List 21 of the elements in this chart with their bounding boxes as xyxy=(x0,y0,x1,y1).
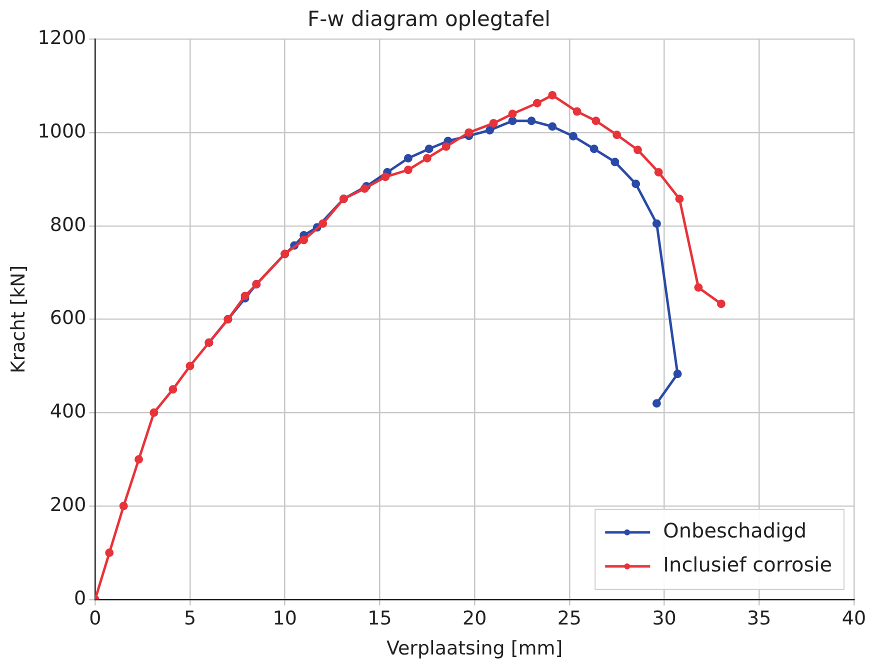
chart-title: F-w diagram oplegtafel xyxy=(307,7,551,32)
y-tick-label: 0 xyxy=(74,587,86,610)
y-tick-label: 200 xyxy=(50,494,86,516)
legend-label: Onbeschadigd xyxy=(663,518,807,543)
x-tick-label: 10 xyxy=(272,608,297,630)
y-tick-label: 1200 xyxy=(38,27,86,50)
x-tick-label: 25 xyxy=(557,608,582,630)
x-tick-label: 20 xyxy=(462,608,487,630)
x-tick-label: 15 xyxy=(368,608,392,630)
y-tick-label: 600 xyxy=(50,307,86,330)
x-axis-title: Verplaatsing [mm] xyxy=(386,638,563,660)
x-tick-label: 0 xyxy=(89,608,102,630)
x-tick-label: 30 xyxy=(652,608,676,630)
legend-label: Inclusief corrosie xyxy=(663,552,832,577)
x-tick-label: 40 xyxy=(842,608,866,630)
x-tick-label: 35 xyxy=(747,608,772,630)
y-tick-label: 1000 xyxy=(38,120,86,143)
y-tick-label: 800 xyxy=(50,214,86,236)
y-axis-title: Kracht [kN] xyxy=(7,265,30,374)
y-tick-label: 400 xyxy=(50,400,86,423)
x-tick-label: 5 xyxy=(184,608,196,630)
